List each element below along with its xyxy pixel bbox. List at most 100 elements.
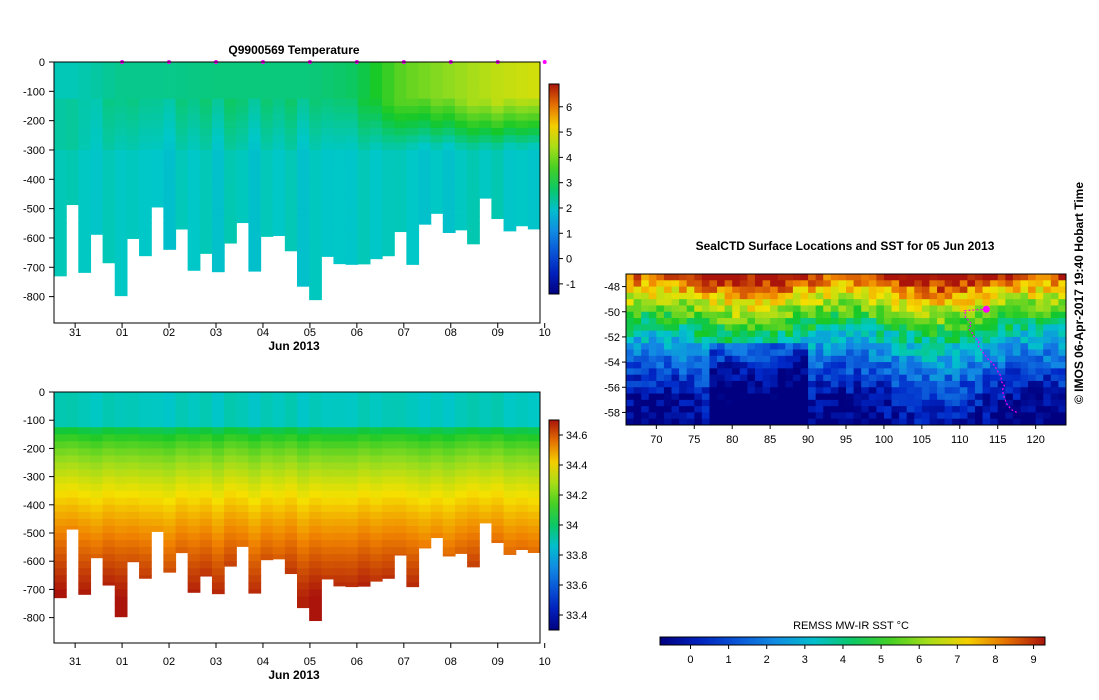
temperature-cell — [187, 142, 201, 151]
salinity-cell — [467, 441, 480, 450]
salinity-cell — [163, 518, 177, 527]
salinity-cell — [66, 455, 79, 464]
temperature-cell — [430, 135, 444, 144]
sst-cell — [861, 318, 870, 325]
sst-cell — [792, 387, 801, 395]
salinity-cell — [175, 476, 189, 485]
sst-cell — [754, 418, 764, 425]
temperature-cell — [224, 149, 237, 158]
salinity-cell — [260, 462, 274, 471]
temperature-cell — [406, 171, 420, 180]
temperature-cell — [114, 98, 128, 107]
temperature-cell — [333, 164, 347, 173]
depth-tick-label: -500 — [23, 528, 45, 540]
sst-cell — [1012, 274, 1021, 281]
temperature-cell — [382, 76, 395, 85]
temperature-cell — [126, 215, 140, 224]
temperature-cell — [272, 157, 286, 166]
temperature-cell — [503, 157, 517, 166]
temperature-cell — [479, 113, 492, 122]
temperature-cell — [260, 171, 274, 180]
sst-cell — [952, 362, 961, 369]
salinity-cell — [357, 434, 371, 442]
sst-cell — [830, 380, 839, 388]
salinity-cell — [345, 540, 359, 548]
sst-cell — [853, 418, 862, 425]
temperature-cell — [66, 157, 79, 166]
salinity-cell — [418, 540, 432, 548]
sst-cell — [929, 393, 938, 401]
salinity-cell — [126, 540, 140, 548]
sst-cell — [701, 368, 710, 376]
sst-cell — [671, 368, 680, 376]
salinity-cell — [333, 504, 347, 513]
sst-cell — [679, 406, 688, 413]
temperature-cell — [345, 113, 359, 122]
sst-cell — [868, 387, 877, 395]
sst-cell — [770, 399, 779, 407]
temperature-cell — [382, 215, 395, 224]
salinity-cell — [224, 406, 237, 414]
sst-cell — [770, 380, 779, 388]
sst-cell — [656, 305, 665, 313]
sst-cell — [762, 280, 771, 288]
salinity-cell — [369, 406, 383, 414]
temperature-cell — [284, 223, 298, 232]
salinity-cell — [272, 441, 286, 450]
temperature-cell — [163, 69, 177, 78]
sst-cell — [641, 292, 650, 300]
temperature-cell — [187, 157, 201, 166]
temperature-cell — [284, 164, 298, 173]
salinity-cell — [503, 511, 517, 520]
colorbar-tick-label: 34.4 — [566, 460, 587, 472]
temperature-cell — [163, 120, 177, 129]
temperature-cell — [224, 179, 237, 188]
temperature-cell — [467, 237, 480, 245]
longitude-axis: 70 75 80 85 90 95 100 105 110 115 120 — [650, 425, 1045, 446]
temperature-cell — [272, 135, 286, 144]
sst-cell — [626, 311, 635, 319]
salinity-cell — [467, 518, 480, 527]
salinity-cell — [139, 469, 152, 478]
temperature-cell — [54, 171, 67, 180]
salinity-cell — [272, 518, 286, 527]
temperature-cell — [297, 91, 310, 100]
temperature-cell — [236, 91, 249, 100]
sst-cell — [663, 286, 673, 294]
salinity-cell — [345, 469, 359, 478]
salinity-cell — [126, 413, 140, 421]
salinity-cell — [454, 455, 468, 464]
temperature-cell — [345, 186, 359, 195]
salinity-cell — [163, 455, 177, 464]
sst-cell — [633, 374, 642, 382]
sst-cell — [982, 299, 991, 306]
sst-cell — [974, 355, 984, 363]
sst-cell — [626, 406, 635, 413]
sst-cell — [1012, 393, 1021, 401]
sst-cell — [974, 311, 984, 319]
temperature-cell — [491, 98, 505, 107]
sst-cell — [914, 349, 923, 357]
temperature-cell — [297, 157, 310, 166]
temperature-cell — [454, 69, 468, 78]
salinity-cell — [54, 399, 67, 407]
longitude-tick-label: 120 — [1026, 434, 1044, 446]
temperature-cell — [503, 76, 517, 85]
sst-cell — [686, 311, 695, 319]
temperature-cell — [272, 171, 286, 180]
temperature-cell — [406, 113, 420, 122]
sst-cell — [906, 355, 915, 363]
salinity-cell — [139, 476, 152, 485]
sst-cell — [747, 274, 756, 281]
temperature-cell — [78, 98, 92, 107]
salinity-cell — [357, 554, 371, 562]
temperature-cell — [406, 69, 420, 78]
sst-cell — [959, 399, 968, 407]
temperature-cell — [248, 208, 262, 217]
sst-cell — [952, 374, 961, 382]
sst-cell — [754, 318, 764, 325]
sst-cell — [967, 362, 976, 369]
temperature-cell — [321, 135, 335, 144]
salinity-cell — [126, 525, 140, 534]
sst-cell — [663, 387, 673, 395]
